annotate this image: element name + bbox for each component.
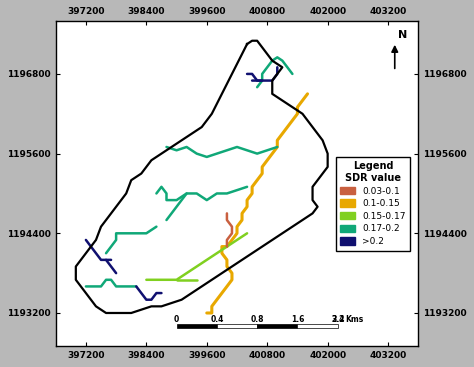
Legend: 0.03-0.1, 0.1-0.15, 0.15-0.17, 0.17-0.2, >0.2: 0.03-0.1, 0.1-0.15, 0.15-0.17, 0.17-0.2,…: [336, 157, 410, 251]
Text: 3.2: 3.2: [331, 315, 345, 324]
Text: 2.4: 2.4: [331, 315, 345, 324]
Bar: [176, 324, 217, 328]
Text: 0: 0: [174, 315, 179, 324]
Text: 0.8: 0.8: [250, 315, 264, 324]
Bar: [257, 324, 298, 328]
Text: Kms: Kms: [345, 315, 364, 324]
Bar: [217, 324, 257, 328]
Text: 0.4: 0.4: [210, 315, 224, 324]
Text: N: N: [398, 30, 408, 40]
Bar: [298, 324, 338, 328]
Polygon shape: [76, 41, 328, 313]
Text: 1.6: 1.6: [291, 315, 304, 324]
